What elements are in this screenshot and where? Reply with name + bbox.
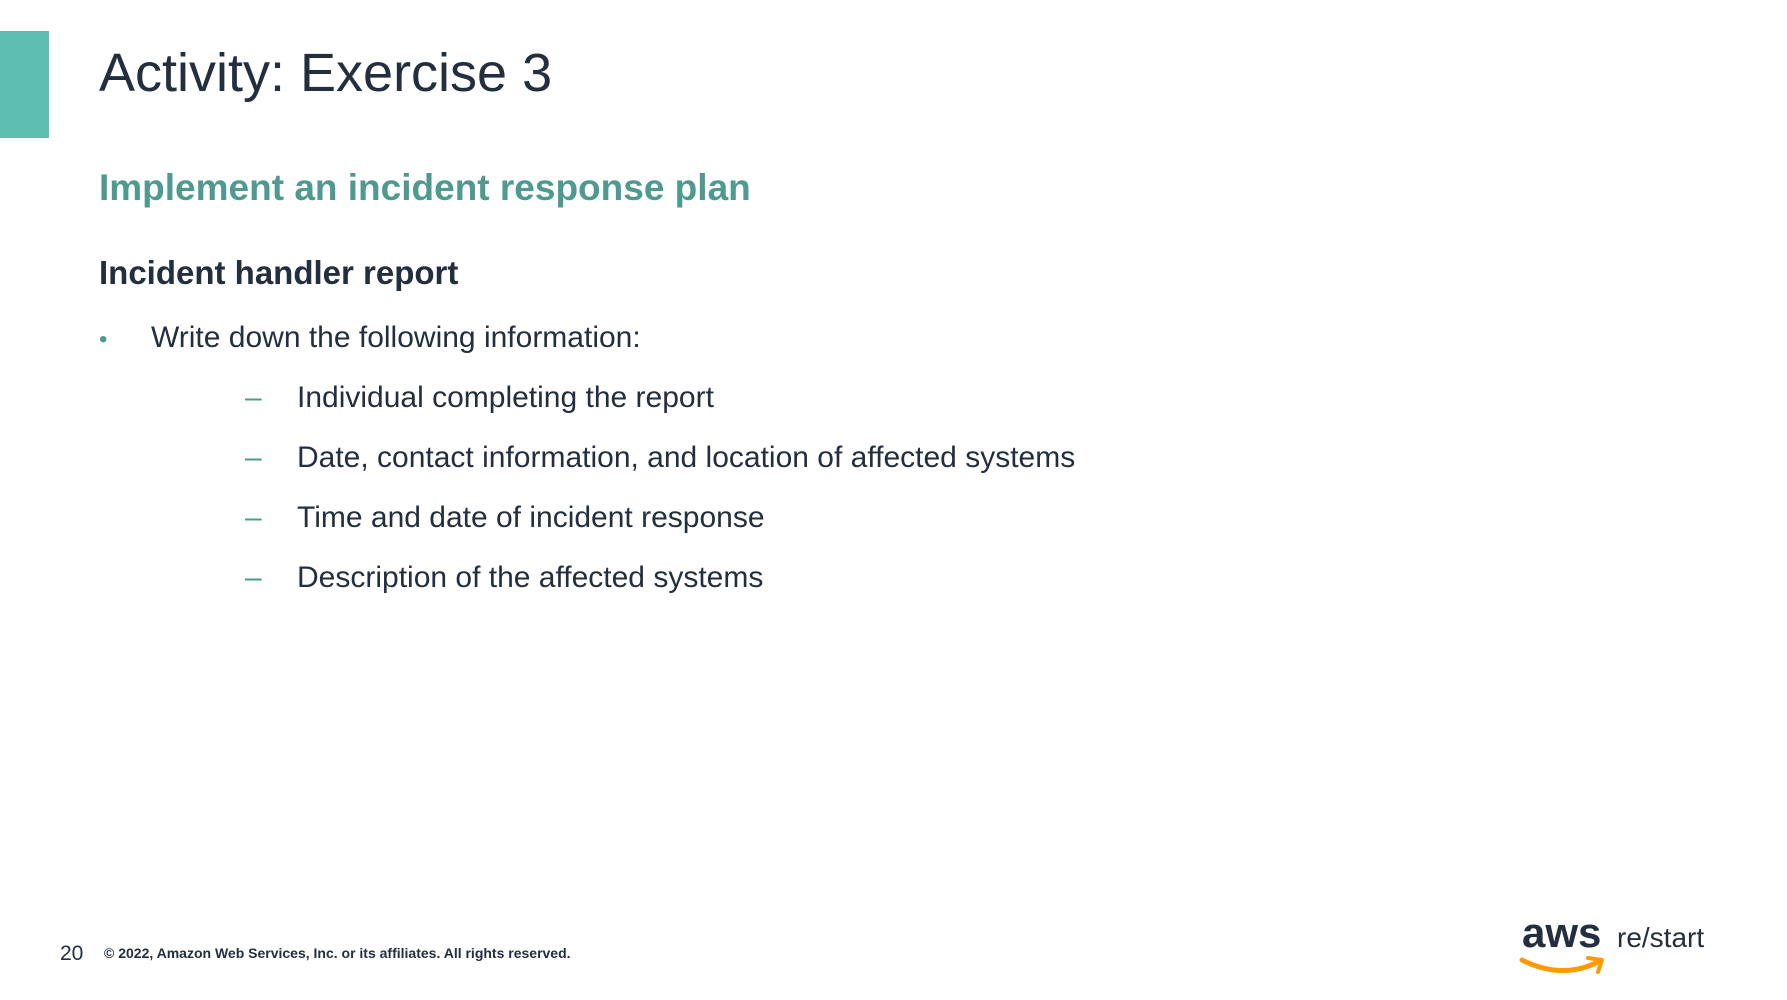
sub-bullet-item: – Time and date of incident response (245, 496, 1075, 556)
dash-icon: – (245, 501, 262, 534)
sub-bullet-item: – Date, contact information, and locatio… (245, 436, 1075, 496)
sub-bullet-text: Description of the affected systems (297, 561, 764, 594)
sub-bullet-text: Individual completing the report (297, 381, 714, 414)
logo-aws-text: aws (1522, 909, 1602, 956)
sub-bullet-item: – Description of the affected systems (245, 556, 1075, 616)
page-number: 20 (60, 942, 84, 965)
sub-bullet-text: Date, contact information, and location … (297, 441, 1076, 474)
logo-restart-text: re/start (1617, 922, 1705, 953)
sub-bullet-text: Time and date of incident response (297, 501, 765, 534)
aws-smile-icon (1519, 956, 1604, 974)
bullet-dot-icon: • (99, 326, 108, 353)
sub-bullet-item: – Individual completing the report (245, 376, 1075, 436)
slide-title: Activity: Exercise 3 (99, 43, 553, 103)
bullet-list: • Write down the following information: (99, 316, 641, 360)
bullet-text: Write down the following information: (151, 321, 641, 354)
section-heading: Incident handler report (99, 254, 459, 291)
dash-icon: – (245, 381, 262, 414)
title-accent-bar (0, 31, 49, 138)
sub-bullet-list: – Individual completing the report – Dat… (245, 376, 1075, 616)
dash-icon: – (245, 561, 262, 594)
aws-restart-logo: aws re/start (1518, 912, 1708, 982)
bullet-item: • Write down the following information: (99, 316, 641, 360)
slide-subtitle: Implement an incident response plan (99, 167, 751, 208)
copyright-notice: © 2022, Amazon Web Services, Inc. or its… (104, 945, 571, 961)
dash-icon: – (245, 441, 262, 474)
